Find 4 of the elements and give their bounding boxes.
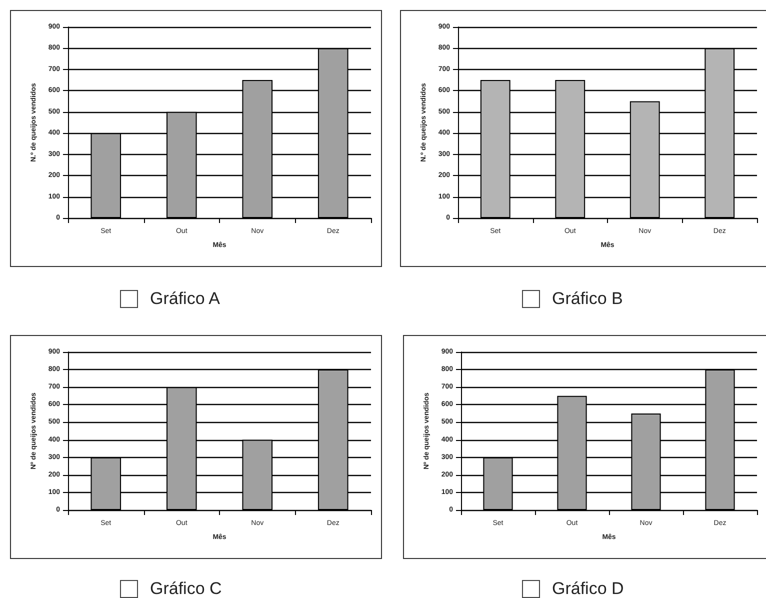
text: Gráfico B [552,289,623,309]
text: Gráfico C [150,579,222,598]
text: Gráfico D [552,579,624,598]
text: Gráfico A [150,289,220,309]
